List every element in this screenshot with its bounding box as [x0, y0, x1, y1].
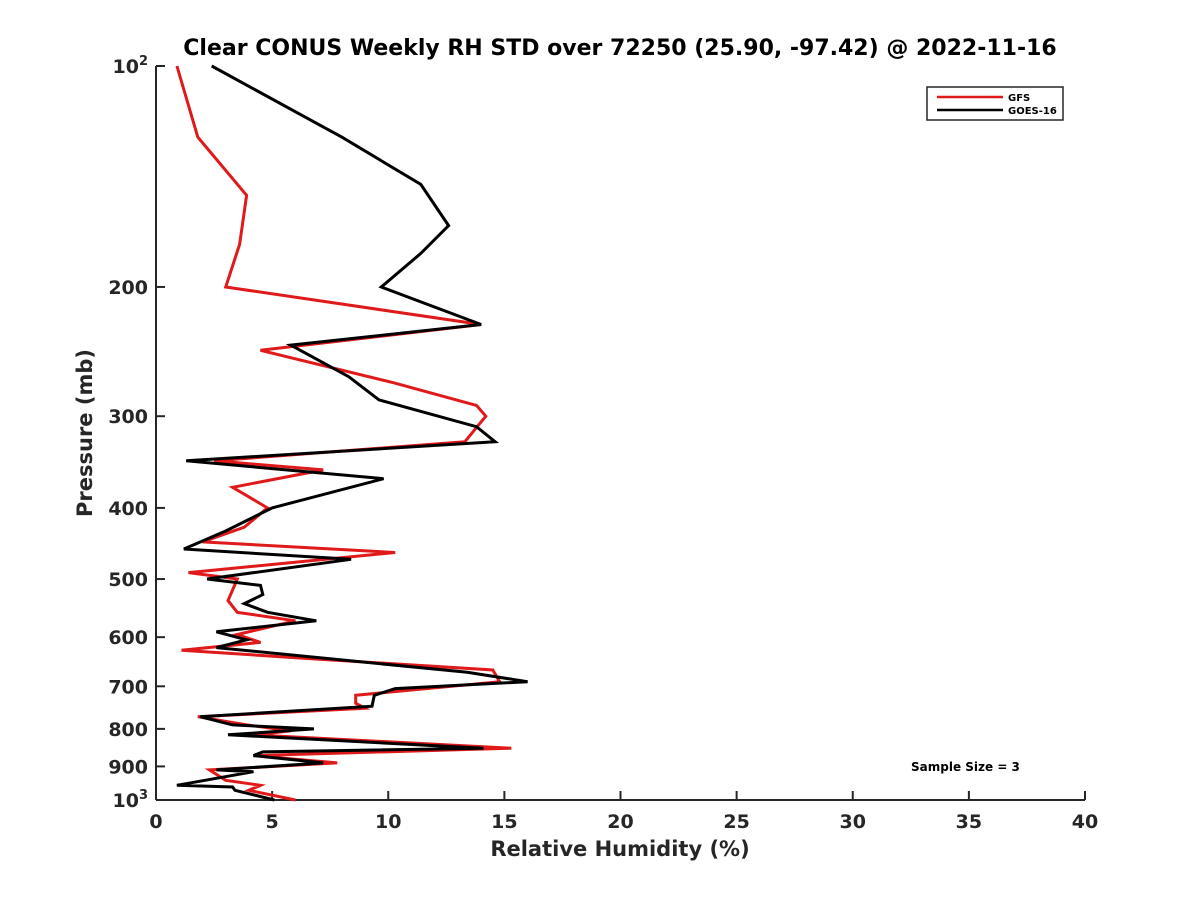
y-tick-label: 800 [108, 719, 148, 741]
x-tick-label: 25 [723, 811, 749, 833]
y-tick-label: 900 [108, 756, 148, 778]
y-tick-label: 600 [108, 627, 148, 649]
x-tick-label: 40 [1072, 811, 1098, 833]
x-ticks: 0 5 10 15 20 25 30 35 40 [149, 791, 1098, 833]
sample-size-annotation: Sample Size = 3 [911, 760, 1020, 774]
legend-label-goes16: GOES-16 [1008, 106, 1057, 117]
x-tick-label: 15 [491, 811, 517, 833]
y-tick-label: 300 [108, 406, 148, 428]
legend-box [926, 86, 1064, 121]
x-tick-label: 35 [956, 811, 982, 833]
series-line-gfs [175, 65, 512, 802]
y-ticks: 102 200 300 400 500 600 700 800 900 103 [108, 54, 165, 812]
legend-label-gfs: GFS [1008, 93, 1030, 104]
x-tick-label: 0 [149, 811, 162, 833]
x-tick-label: 10 [375, 811, 401, 833]
y-axis-title: Pressure (mb) [73, 349, 97, 517]
chart-title: Clear CONUS Weekly RH STD over 72250 (25… [183, 36, 1056, 61]
legend: GFS GOES-16 [926, 86, 1064, 121]
y-tick-label: 400 [108, 498, 148, 520]
x-tick-label: 20 [607, 811, 633, 833]
x-axis-title: Relative Humidity (%) [490, 837, 749, 861]
y-tick-label: 103 [113, 788, 149, 812]
axes [155, 66, 1085, 801]
y-tick-label: 700 [108, 676, 148, 698]
x-tick-label: 5 [266, 811, 279, 833]
series-layer [175, 64, 528, 802]
y-tick-label: 102 [113, 54, 149, 78]
x-tick-label: 30 [840, 811, 866, 833]
y-tick-label: 200 [108, 277, 148, 299]
y-tick-label: 500 [108, 569, 148, 591]
series-line-goes16 [176, 64, 528, 802]
